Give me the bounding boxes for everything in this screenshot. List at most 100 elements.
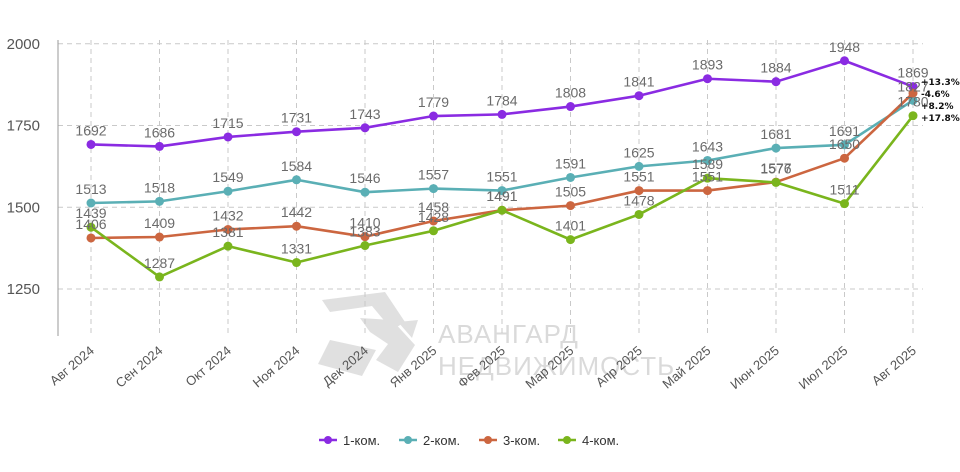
y-tick-label: 1750 [7, 118, 40, 135]
data-point [155, 141, 164, 151]
data-point [840, 140, 849, 150]
data-label: 1715 [212, 115, 243, 131]
data-label: 1893 [692, 57, 723, 73]
data-label: 1650 [829, 136, 860, 152]
series-lines [86, 56, 918, 282]
legend-swatch-marker [404, 436, 412, 444]
data-point [771, 143, 781, 153]
data-label: 1577 [760, 160, 791, 176]
data-label: 1511 [829, 182, 859, 198]
data-point [634, 209, 644, 219]
data-point [908, 111, 918, 121]
data-point [703, 155, 712, 165]
data-point [429, 216, 438, 226]
x-tick-label: Ноя 2024 [250, 343, 303, 391]
data-label: 1808 [555, 85, 586, 101]
data-label: 1410 [349, 215, 380, 231]
data-point [908, 82, 918, 92]
data-label: 1432 [212, 207, 243, 223]
data-label: 1780 [897, 94, 928, 110]
data-point [908, 95, 918, 105]
y-tick-label: 1250 [7, 281, 40, 298]
data-label: 1428 [418, 209, 449, 225]
change-labels: +13.3% -4.6% +8.2% +17.8% [921, 78, 960, 124]
data-label: 1331 [281, 241, 312, 257]
data-label: 1505 [555, 184, 586, 200]
data-point [292, 127, 301, 137]
data-label: 1401 [555, 218, 586, 234]
data-label: 1406 [75, 216, 106, 232]
data-point [634, 161, 644, 171]
data-label: 1576 [760, 160, 791, 176]
data-point [223, 132, 233, 142]
data-labels: 1692 1686 1715 1731 1743 1779 1784 1808 1841 1893… [75, 39, 928, 271]
data-point [634, 91, 644, 101]
horse-logo-icon [318, 292, 418, 376]
data-point [86, 233, 96, 243]
data-label: 1948 [829, 39, 860, 55]
data-point [223, 224, 233, 234]
data-label: 1551 [692, 169, 723, 185]
data-point [771, 177, 781, 187]
legend-label: 4-ком. [582, 433, 619, 448]
x-tick-label: Июл 2025 [796, 343, 851, 392]
data-point [155, 272, 164, 282]
data-label: 1478 [623, 192, 654, 208]
data-point [360, 241, 370, 251]
data-point [292, 221, 301, 231]
x-tick-label: Окт 2024 [183, 343, 234, 389]
data-point [566, 172, 575, 182]
data-point [497, 109, 507, 119]
data-label: 1884 [760, 60, 791, 76]
change-label-3: +8.2% [921, 102, 954, 112]
data-label: 1549 [212, 169, 243, 185]
data-label: 1551 [486, 169, 517, 185]
legend-label: 1-ком. [343, 433, 380, 448]
legend: 1-ком. 2-ком. 3-ком. 4-ком. [319, 433, 619, 448]
data-label: 1409 [144, 215, 175, 231]
data-point [703, 74, 712, 84]
data-label: 1779 [418, 94, 449, 110]
change-label-4: +17.8% [921, 114, 960, 124]
data-point [292, 175, 301, 185]
data-label: 1383 [349, 224, 380, 240]
x-tick-label: Сен 2024 [113, 343, 166, 391]
data-label: 1743 [349, 106, 380, 122]
data-point [155, 196, 164, 206]
y-tick-label: 1500 [7, 199, 40, 216]
data-point [840, 56, 849, 66]
data-label: 1625 [623, 144, 654, 160]
data-point [360, 123, 370, 133]
data-label: 1518 [144, 179, 175, 195]
data-point [566, 201, 575, 211]
data-label: 1686 [144, 124, 175, 140]
data-point [429, 226, 438, 236]
watermark-line1: АВАНГАРД [438, 319, 579, 349]
data-point [566, 102, 575, 112]
data-point [360, 187, 370, 197]
data-label: 1491 [486, 188, 517, 204]
data-point [840, 199, 849, 209]
legend-swatch-marker [484, 436, 492, 444]
data-label: 1546 [349, 170, 380, 186]
data-label: 1513 [75, 181, 106, 197]
data-label: 1491 [486, 188, 517, 204]
data-point [497, 186, 507, 196]
data-label: 1869 [897, 65, 928, 81]
data-point [223, 186, 233, 196]
watermark-logo: АВАНГАРД НЕДВИЖИМОСТЬ [318, 292, 674, 381]
data-point [86, 139, 96, 149]
data-point [155, 232, 164, 242]
data-label: 1551 [623, 169, 654, 185]
data-label: 1439 [75, 205, 106, 221]
data-label: 1692 [75, 122, 106, 138]
data-label: 1841 [623, 74, 654, 90]
data-point [429, 184, 438, 194]
y-tick-label: 2000 [7, 36, 40, 53]
legend-swatch-marker [563, 436, 571, 444]
data-label: 1643 [692, 138, 723, 154]
data-point [86, 222, 96, 232]
data-point [771, 77, 781, 87]
